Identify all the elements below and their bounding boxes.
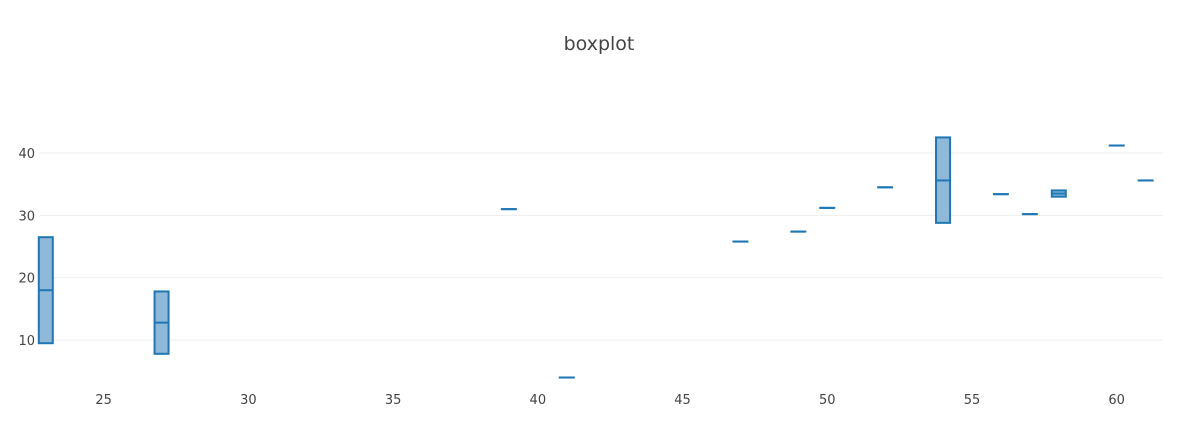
y-tick-label: 10 — [18, 334, 35, 349]
x-tick-label: 25 — [95, 393, 112, 408]
box-series — [37, 136, 1154, 379]
box[interactable] — [153, 290, 170, 355]
y-tick-label: 40 — [18, 147, 35, 162]
x-tick-label: 50 — [819, 393, 836, 408]
y-gridlines — [40, 152, 1163, 341]
x-tick-label: 40 — [530, 393, 547, 408]
y-tick-label: 20 — [18, 272, 35, 287]
box[interactable] — [37, 236, 54, 345]
x-tick-label: 35 — [385, 393, 402, 408]
x-tick-label: 60 — [1108, 393, 1125, 408]
x-tick-label: 30 — [240, 393, 257, 408]
y-tick-label: 30 — [18, 209, 35, 224]
x-axis-ticks: 25 30 35 40 45 50 55 60 — [95, 393, 1125, 408]
box[interactable] — [935, 136, 952, 224]
x-tick-label: 45 — [674, 393, 691, 408]
x-tick-label: 55 — [964, 393, 981, 408]
box[interactable] — [1050, 189, 1067, 198]
chart-title: boxplot — [564, 33, 635, 55]
y-axis-ticks: 10 20 30 40 — [18, 147, 35, 349]
